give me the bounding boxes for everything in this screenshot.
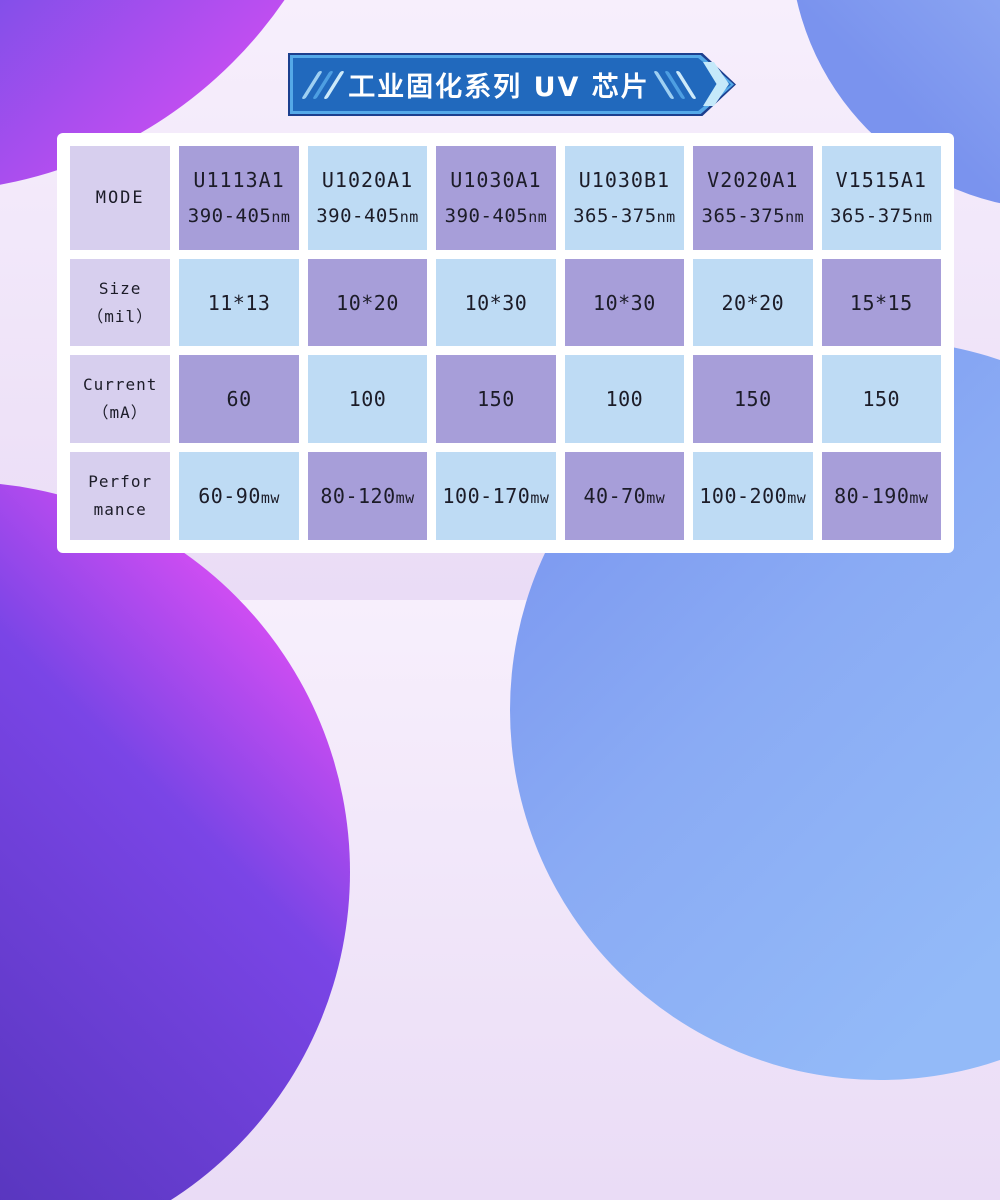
table-cell-size: 10*20 (307, 258, 428, 347)
model-name: U1020A1 (321, 168, 414, 193)
table-cell-size: 10*30 (436, 258, 556, 347)
row-header-label: MODE (95, 187, 145, 208)
table-cell-performance: 100-200mw (693, 452, 813, 540)
table-cell-current: 150 (693, 355, 813, 444)
wavelength: 390-405nm (316, 205, 419, 228)
model-name: U1113A1 (193, 168, 285, 193)
wavelength-unit: nm (399, 208, 419, 227)
column-header-v2020a1: V2020A1 365-375nm (693, 146, 813, 250)
table-cell-performance: 100-170mw (436, 452, 556, 540)
column-header-u1020a1: U1020A1 390-405nm (307, 146, 428, 250)
wavelength-unit: nm (528, 208, 548, 227)
table-cell-current: 100 (307, 355, 428, 444)
column-header-v1515a1: V1515A1 365-375nm (821, 146, 941, 250)
table-cell-current: 60 (179, 355, 299, 444)
page-title: 工业固化系列 UV 芯片 (348, 72, 650, 103)
table-cell-size: 15*15 (821, 258, 941, 347)
background-blob-bottom-left (0, 482, 350, 1200)
row-header-mode: MODE (70, 146, 171, 250)
table-cell-performance: 60-90mw (179, 452, 299, 540)
wavelength-unit: nm (271, 208, 291, 227)
table-cell-current: 150 (821, 355, 941, 444)
row-header-current: Current （mA） (70, 355, 171, 444)
model-name: U1030A1 (450, 168, 542, 193)
wavelength-unit: nm (656, 208, 676, 227)
model-name: U1030B1 (578, 168, 671, 193)
slash-decoration-right-icon (653, 70, 697, 100)
table-cell-size: 11*13 (179, 258, 299, 347)
table-cell-size: 20*20 (693, 258, 813, 347)
spec-table: MODE U1113A1 390-405nm U1020A1 390-405nm… (70, 146, 941, 540)
wavelength-unit: nm (785, 208, 805, 227)
wavelength: 390-405nm (187, 205, 291, 228)
model-name: V2020A1 (707, 168, 799, 193)
wavelength: 390-405nm (444, 205, 548, 228)
wavelength: 365-375nm (829, 205, 933, 228)
wavelength-unit: nm (913, 208, 933, 227)
table-cell-performance: 40-70mw (564, 452, 685, 540)
table-cell-current: 150 (436, 355, 556, 444)
column-header-u1113a1: U1113A1 390-405nm (179, 146, 299, 250)
wavelength: 365-375nm (701, 205, 805, 228)
banner-fill (293, 58, 731, 111)
table-cell-performance: 80-190mw (821, 452, 941, 540)
column-header-u1030b1: U1030B1 365-375nm (564, 146, 685, 250)
row-header-performance: Perfor mance (70, 452, 171, 540)
spec-table-panel: MODE U1113A1 390-405nm U1020A1 390-405nm… (57, 133, 954, 553)
slash-decoration-left-icon (301, 70, 345, 100)
table-cell-current: 100 (564, 355, 685, 444)
column-header-u1030a1: U1030A1 390-405nm (436, 146, 556, 250)
title-banner: 工业固化系列 UV 芯片 (288, 53, 736, 116)
table-cell-performance: 80-120mw (307, 452, 428, 540)
wavelength: 365-375nm (573, 205, 676, 228)
table-cell-size: 10*30 (564, 258, 685, 347)
model-name: V1515A1 (835, 168, 927, 193)
row-header-size: Size （mil） (70, 258, 171, 347)
